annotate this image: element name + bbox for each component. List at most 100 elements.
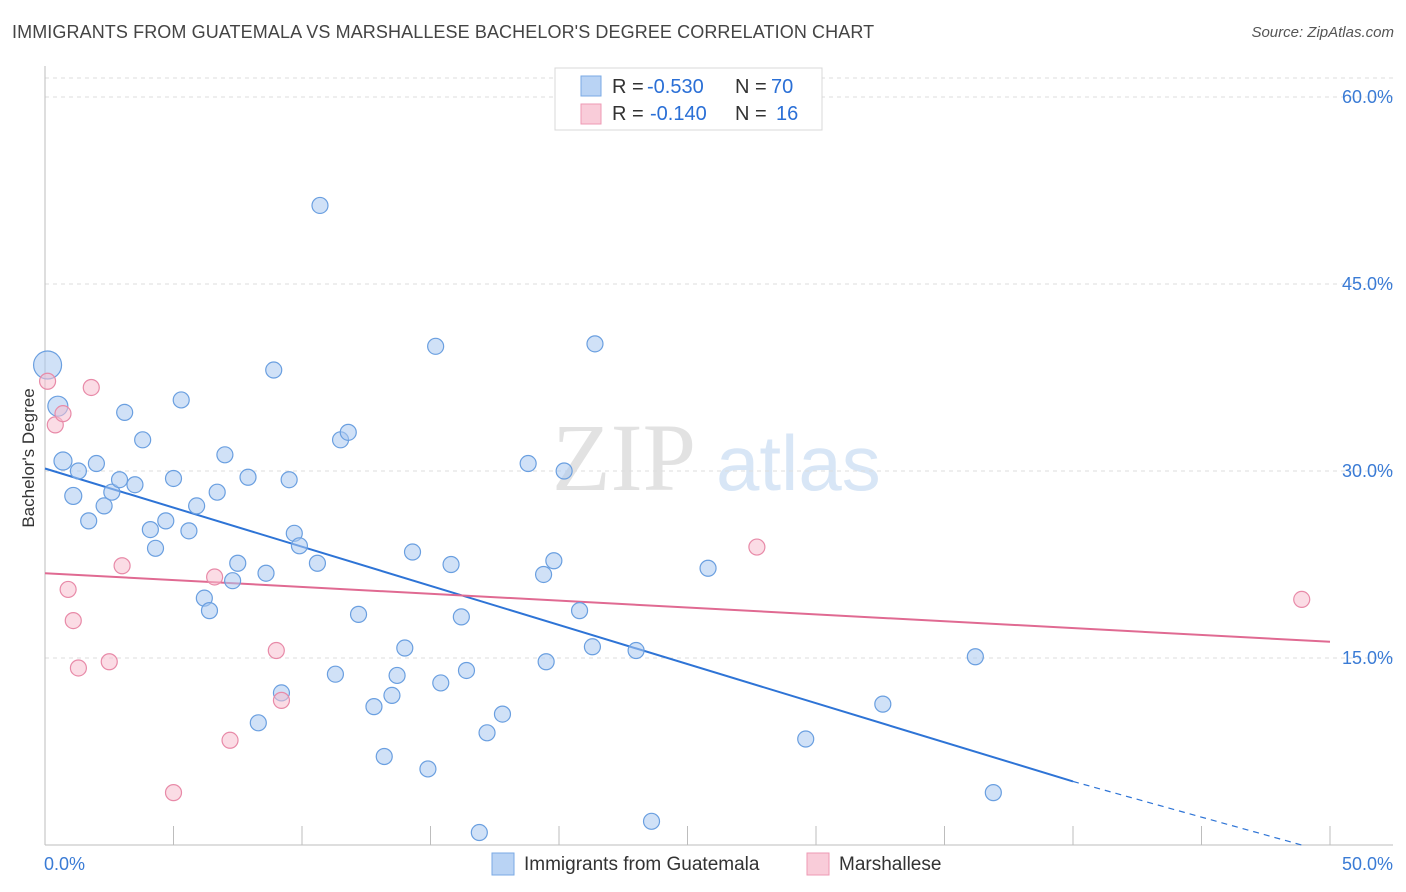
data-point: [308, 554, 327, 572]
data-point: [493, 705, 512, 723]
trend-lines: [44, 467, 1331, 846]
trend-line-marshallese: [44, 572, 1331, 643]
legend-bottom: Immigrants from Guatemala Marshallese: [491, 852, 941, 876]
legend-r-value-2: -0.140: [650, 103, 707, 125]
data-point: [403, 543, 422, 561]
gridlines: [45, 77, 1393, 659]
legend-n-label-2: N =: [735, 103, 767, 125]
legend-n-label-1: N =: [735, 76, 767, 98]
data-point: [984, 784, 1002, 802]
watermark-zip: ZIP: [552, 404, 696, 511]
trend-line-guatemala: [44, 467, 1074, 783]
y-tick-label: 60.0%: [1342, 87, 1393, 107]
data-point: [188, 497, 206, 515]
data-point: [365, 698, 383, 716]
data-point: [64, 611, 82, 630]
data-point: [452, 608, 470, 626]
data-point: [267, 641, 285, 660]
legend-n-value-1: 70: [771, 76, 793, 98]
legend-r-label-1: R =: [612, 76, 644, 98]
data-point: [457, 661, 476, 680]
data-point: [388, 666, 406, 685]
data-point: [375, 747, 393, 766]
data-point: [311, 196, 329, 215]
data-point: [419, 760, 437, 778]
legend-r-value-1: -0.530: [647, 76, 704, 98]
y-tick-label: 30.0%: [1342, 461, 1393, 481]
data-point: [164, 784, 183, 802]
chart-source: Source: ZipAtlas.com: [1251, 24, 1394, 41]
axes: [44, 66, 1393, 846]
bottom-legend-label-guatemala: Immigrants from Guatemala: [524, 854, 760, 875]
bottom-legend-label-marshallese: Marshallese: [839, 854, 941, 875]
data-point: [38, 372, 57, 390]
data-point: [206, 568, 224, 586]
data-point: [126, 476, 144, 494]
data-point: [110, 471, 129, 489]
series-marshallese: [38, 372, 1311, 802]
data-point: [95, 497, 113, 515]
y-tick-label: 15.0%: [1342, 648, 1393, 668]
data-point: [59, 580, 77, 599]
data-point: [383, 686, 401, 705]
data-point: [80, 512, 98, 530]
bottom-legend-swatch-pink: [806, 852, 830, 876]
data-point: [257, 564, 275, 582]
legend-top: R = -0.530 N = 70 R = -0.140 N = 16: [554, 67, 823, 131]
data-point: [519, 454, 537, 473]
data-point: [54, 405, 72, 423]
data-point: [470, 823, 488, 842]
data-point: [239, 468, 257, 486]
data-point: [272, 691, 291, 709]
data-point: [103, 483, 121, 501]
data-point: [87, 454, 106, 473]
data-point: [797, 730, 815, 748]
data-points: [32, 196, 1311, 842]
data-point: [172, 391, 190, 409]
data-point: [141, 520, 159, 539]
data-point: [537, 653, 555, 671]
series-guatemala: [32, 196, 1002, 842]
data-point: [100, 653, 118, 671]
trend-line-guatemala-extension: [1072, 780, 1302, 846]
data-point: [53, 451, 73, 471]
data-point: [249, 714, 267, 732]
watermark-atlas: atlas: [716, 419, 881, 507]
y-tick-label: 45.0%: [1342, 274, 1393, 294]
data-point: [113, 557, 131, 575]
data-point: [221, 731, 239, 749]
data-point: [146, 539, 165, 557]
chart-title: IMMIGRANTS FROM GUATEMALA VS MARSHALLESE…: [12, 22, 875, 42]
legend-r-label-2: R =: [612, 103, 644, 125]
data-point: [478, 724, 496, 742]
data-point: [69, 659, 88, 677]
data-point: [200, 602, 219, 620]
data-point: [442, 555, 460, 574]
data-point: [534, 565, 553, 584]
data-point: [164, 469, 183, 488]
data-point: [180, 522, 198, 540]
data-point: [966, 648, 984, 666]
y-axis-title: Bachelor's Degree: [19, 388, 38, 527]
legend-n-value-2: 16: [776, 103, 798, 125]
data-point: [748, 538, 766, 556]
data-point: [208, 483, 226, 501]
data-point: [339, 423, 357, 441]
data-point: [545, 552, 563, 570]
tick-labels: 15.0% 30.0% 45.0% 60.0% 0.0% 50.0%: [44, 87, 1393, 874]
data-point: [586, 335, 604, 353]
data-point: [224, 572, 242, 590]
data-point: [555, 462, 573, 480]
data-point: [1293, 590, 1311, 609]
data-point: [874, 695, 892, 713]
data-point: [642, 812, 661, 830]
data-point: [64, 486, 83, 506]
data-point: [69, 462, 88, 480]
data-point: [280, 471, 298, 489]
x-tick-label: 0.0%: [44, 854, 85, 874]
data-point: [229, 554, 247, 572]
data-point: [134, 431, 152, 449]
data-point: [216, 446, 234, 464]
data-point: [432, 674, 450, 692]
